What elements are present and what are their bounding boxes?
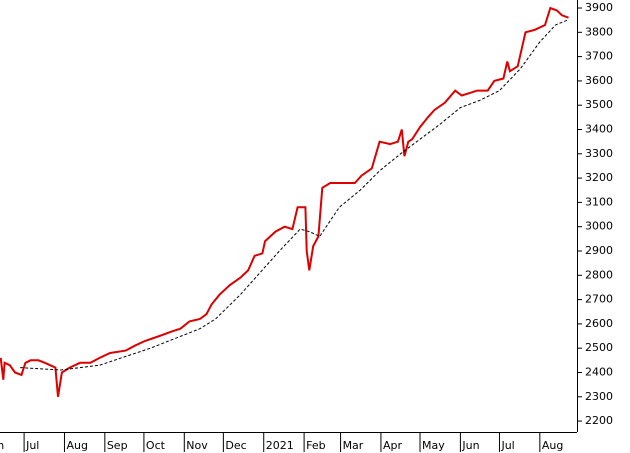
y-tick-label: 3500 (585, 98, 613, 111)
x-tick-label: Jun (461, 439, 479, 452)
y-tick-label: 2400 (585, 365, 613, 378)
x-tick-label: Aug (66, 439, 87, 452)
x-tick-label: Sep (107, 439, 128, 452)
y-tick-label: 2900 (585, 244, 613, 257)
x-tick-label: Aug (542, 439, 563, 452)
y-tick-label: 2600 (585, 317, 613, 330)
x-tick-label: Dec (225, 439, 246, 452)
x-tick-label: Jun (0, 439, 4, 452)
y-tick-label: 2500 (585, 341, 613, 354)
x-tick-label: 2021 (266, 439, 294, 452)
x-tick-label: Feb (306, 439, 325, 452)
y-tick-label: 3100 (585, 195, 613, 208)
y-tick-label: 3400 (585, 123, 613, 136)
y-tick-label: 2200 (585, 414, 613, 427)
y-tick-label: 3200 (585, 171, 613, 184)
y-tick-label: 3300 (585, 147, 613, 160)
x-tick-label: Nov (186, 439, 208, 452)
x-tick-label: Jul (25, 439, 39, 452)
x-tick-label: Oct (146, 439, 166, 452)
x-tick-label: Mar (343, 439, 364, 452)
x-tick-label: Apr (383, 439, 403, 452)
series-line (20, 19, 568, 371)
y-tick-label: 2300 (585, 390, 613, 403)
x-tick-label: Jul (500, 439, 514, 452)
series-line (0, 6, 569, 397)
y-tick-label: 3800 (585, 25, 613, 38)
y-tick-label: 3000 (585, 220, 613, 233)
y-tick-label: 3700 (585, 50, 613, 63)
y-tick-label: 3600 (585, 74, 613, 87)
x-tick-label: May (422, 439, 445, 452)
y-tick-label: 2700 (585, 293, 613, 306)
y-tick-label: 2800 (585, 268, 613, 281)
y-tick-label: 3900 (585, 1, 613, 14)
